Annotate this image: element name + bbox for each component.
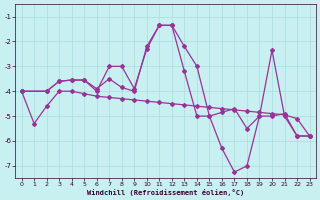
X-axis label: Windchill (Refroidissement éolien,°C): Windchill (Refroidissement éolien,°C) (87, 189, 244, 196)
